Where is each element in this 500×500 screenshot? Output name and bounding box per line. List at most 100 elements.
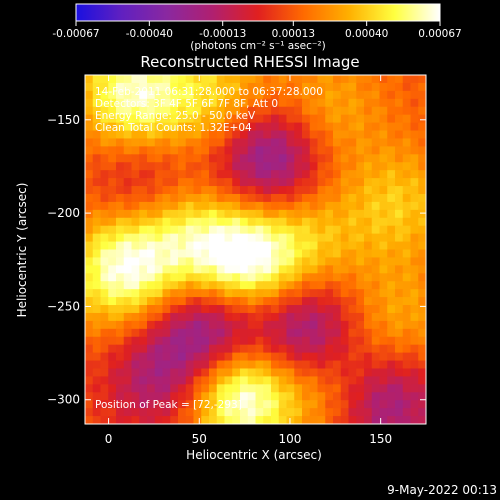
heatmap-cell [418, 273, 426, 282]
heatmap-cell [247, 376, 257, 385]
heatmap-cell [395, 201, 404, 211]
heatmap-cell [356, 336, 365, 346]
heatmap-cell [201, 75, 210, 84]
heatmap-cell [340, 400, 350, 409]
heatmap-cell [325, 186, 334, 195]
heatmap-cell [402, 312, 412, 322]
heatmap-cell [178, 193, 187, 203]
heatmap-cell [356, 217, 365, 227]
heatmap-cell [240, 249, 249, 259]
heatmap-cell [402, 249, 412, 259]
heatmap-cell [123, 400, 133, 409]
heatmap-cell [263, 416, 272, 424]
heatmap-cell [170, 170, 179, 179]
heatmap-cell [317, 289, 326, 298]
heatmap-cell [209, 186, 218, 195]
heatmap-cell [154, 336, 164, 346]
heatmap-cell [410, 201, 419, 211]
heatmap-cell [271, 162, 280, 171]
heatmap-cell [333, 90, 342, 100]
heatmap-cell [185, 416, 195, 424]
heatmap-cell [209, 368, 218, 378]
heatmap-cell [348, 249, 357, 259]
heatmap-cell [178, 130, 187, 140]
heatmap-cell [116, 368, 125, 378]
heatmap-cell [325, 241, 334, 251]
heatmap-cell [410, 336, 419, 346]
heatmap-cell [201, 400, 210, 409]
heatmap-cell [116, 336, 125, 346]
heatmap-cell [371, 328, 381, 338]
heatmap-cell [410, 138, 419, 147]
heatmap-cell [317, 75, 326, 84]
heatmap-cell [170, 408, 179, 417]
heatmap-cell [216, 217, 226, 227]
heatmap-cell [193, 233, 202, 243]
heatmap-cell [255, 186, 264, 195]
heatmap-cell [209, 352, 218, 362]
heatmap-cell [387, 154, 396, 163]
heatmap-cell [209, 416, 218, 424]
heatmap-cell [193, 178, 202, 187]
heatmap-cell [302, 368, 311, 378]
heatmap-cell [201, 186, 210, 195]
heatmap-cell [294, 328, 303, 338]
heatmap-cell [100, 186, 109, 195]
heatmap-cell [131, 178, 140, 187]
heatmap-cell [379, 344, 388, 354]
heatmap-cell [286, 122, 295, 132]
heatmap-cell [193, 170, 202, 179]
heatmap-cell [387, 193, 396, 203]
heatmap-cell [162, 408, 171, 417]
colorbar-ticks: -0.00067 -0.00040 -0.00013 0.00013 0.00040 0.… [52, 21, 462, 40]
heatmap-cell [317, 344, 326, 354]
heatmap-cell [240, 225, 249, 235]
heatmap-cell [387, 400, 396, 409]
heatmap-cell [278, 98, 288, 108]
heatmap-cell [309, 209, 319, 219]
heatmap-cell [364, 154, 373, 163]
heatmap-cell [123, 352, 133, 362]
heatmap-cell [271, 281, 280, 290]
heatmap-cell [271, 297, 280, 306]
heatmap-cell [356, 249, 365, 259]
heatmap-cell [333, 352, 342, 362]
heatmap-cell [418, 225, 426, 235]
heatmap-cell [209, 273, 218, 282]
heatmap-cell [348, 162, 357, 171]
heatmap-cell [193, 289, 202, 298]
heatmap-cell [410, 257, 419, 266]
heatmap-cell [123, 273, 133, 282]
heatmap-cell [224, 257, 233, 266]
heatmap-cell [364, 138, 373, 147]
heatmap-cell [216, 408, 226, 417]
heatmap-cell [410, 146, 419, 155]
heatmap-cell [162, 146, 171, 155]
heatmap-cell [240, 146, 249, 155]
heatmap-cell [278, 360, 288, 370]
heatmap-cell [402, 146, 412, 155]
heatmap-cell [255, 193, 264, 203]
heatmap-cell [348, 281, 357, 290]
heatmap-cell [170, 312, 179, 322]
heatmap-cell [162, 273, 171, 282]
heatmap-cell [85, 241, 94, 251]
heatmap-cell [309, 162, 319, 171]
heatmap-cell [309, 193, 319, 203]
heatmap-cell [92, 75, 102, 84]
heatmap-cell [209, 90, 218, 100]
heatmap-cell [348, 138, 357, 147]
heatmap-cell [131, 416, 140, 424]
heatmap-cell [263, 360, 272, 370]
heatmap-cell [364, 209, 373, 219]
heatmap-cell [92, 344, 102, 354]
heatmap-cell [147, 146, 156, 155]
heatmap-cell [271, 106, 280, 116]
heatmap-cell [100, 384, 109, 393]
heatmap-cell [147, 98, 156, 108]
heatmap-cell [402, 217, 412, 227]
heatmap-cell [154, 146, 164, 155]
info-line: Energy Range: 25.0 - 50.0 keV [95, 110, 256, 122]
heatmap-cell [209, 114, 218, 124]
heatmap-cell [100, 170, 109, 179]
